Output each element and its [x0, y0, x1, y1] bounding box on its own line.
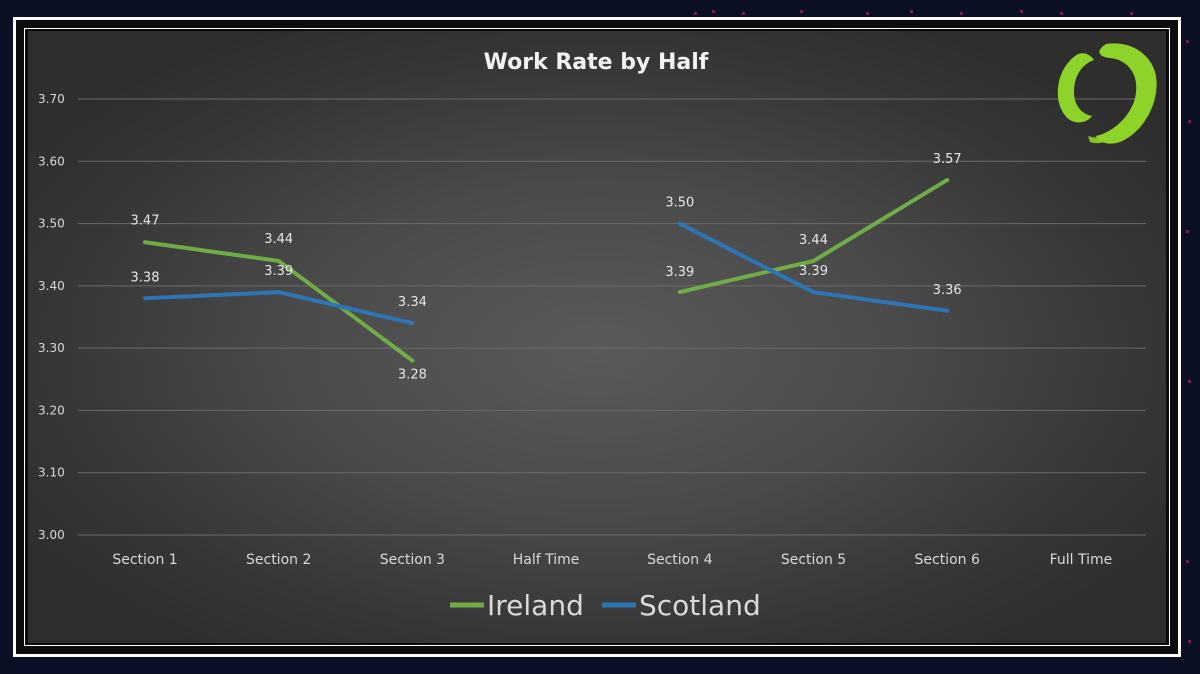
data-label-ireland: 3.39 — [665, 265, 694, 280]
x-tick-label: Section 4 — [647, 552, 712, 568]
data-label-scotland: 3.39 — [264, 264, 293, 279]
data-label-scotland: 3.50 — [665, 196, 694, 211]
data-label-ireland: 3.44 — [799, 233, 828, 248]
chart-title: Work Rate by Half — [484, 50, 709, 75]
series-line-ireland — [677, 177, 950, 295]
y-tick-label: 3.30 — [38, 341, 65, 355]
series-line-scotland — [143, 290, 415, 326]
data-label-ireland: 3.47 — [131, 213, 160, 228]
series-line-ireland — [143, 240, 415, 363]
data-label-ireland: 3.44 — [264, 232, 293, 247]
y-tick-label: 3.50 — [38, 217, 65, 231]
data-labels: 3.47 3.44 3.28 3.39 3.44 3.57 3.38 3.39 3.34 3.50… — [131, 152, 962, 383]
y-tick-label: 3.20 — [38, 403, 65, 417]
y-tick-label: 3.10 — [38, 466, 65, 480]
data-label-scotland: 3.38 — [131, 270, 160, 285]
legend-label-ireland: Ireland — [487, 589, 584, 622]
y-tick-label: 3.40 — [38, 279, 65, 293]
x-tick-label: Section 6 — [915, 552, 980, 568]
data-label-scotland: 3.36 — [933, 283, 962, 298]
series-lines — [143, 177, 950, 363]
brand-swoosh-logo-icon — [1057, 43, 1157, 144]
chart-area: Work Rate by Half 3.00 3.10 3.20 3.30 3.40 3.… — [28, 31, 1166, 643]
y-tick-label: 3.60 — [38, 154, 65, 168]
x-tick-label: Section 3 — [380, 552, 445, 568]
x-tick-label: Full Time — [1050, 552, 1113, 568]
data-label-ireland: 3.57 — [933, 152, 962, 167]
legend: Ireland Scotland — [450, 589, 761, 622]
data-label-ireland: 3.28 — [398, 368, 427, 383]
slide-inner-border — [24, 28, 1170, 646]
series-line-scotland — [677, 221, 950, 313]
x-axis-tick-labels: Section 1 Section 2 Section 3 Half Time Sect… — [112, 552, 1112, 568]
legend-label-scotland: Scotland — [639, 589, 761, 622]
y-axis-tick-labels: 3.00 3.10 3.20 3.30 3.40 3.50 3.60 3.70 — [38, 92, 65, 542]
x-tick-label: Section 5 — [781, 552, 846, 568]
x-tick-label: Half Time — [513, 552, 580, 568]
x-tick-label: Section 2 — [246, 552, 311, 568]
y-tick-label: 3.70 — [38, 92, 65, 106]
x-tick-label: Section 1 — [112, 552, 177, 568]
gridlines — [78, 98, 1146, 536]
y-tick-label: 3.00 — [38, 528, 65, 542]
line-chart: Work Rate by Half 3.003.103.203.303.403.… — [38, 50, 1146, 622]
data-label-scotland: 3.39 — [799, 264, 828, 279]
data-label-scotland: 3.34 — [398, 295, 427, 310]
